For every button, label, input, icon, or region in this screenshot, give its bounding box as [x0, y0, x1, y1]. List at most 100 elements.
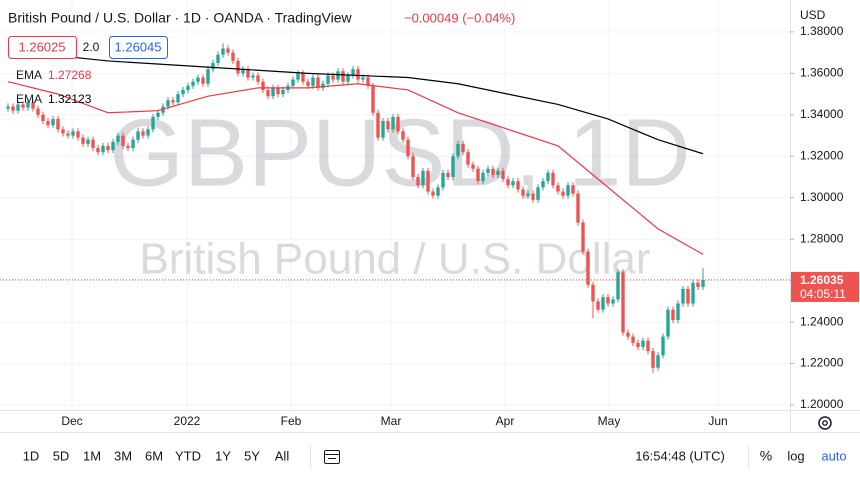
- x-tick-label: Dec: [61, 414, 82, 428]
- candle-body: [601, 297, 605, 310]
- candle-body: [561, 191, 565, 196]
- candle-body: [431, 191, 435, 196]
- candle-body: [281, 89, 285, 95]
- candle-body: [541, 181, 545, 188]
- legend-value: 1.27268: [48, 68, 92, 82]
- candle-body: [566, 185, 570, 196]
- last-price-tag: [791, 271, 859, 302]
- ask-price[interactable]: 1.26045: [115, 39, 162, 54]
- candle-body: [306, 81, 310, 86]
- candle-body: [606, 297, 610, 304]
- candle-body: [681, 288, 685, 304]
- candle-body: [446, 172, 450, 178]
- legend-value: 1.32123: [48, 92, 92, 106]
- candle-body: [371, 85, 375, 113]
- candle-body: [231, 52, 235, 61]
- auto-toggle[interactable]: auto: [821, 448, 846, 463]
- candle-body: [16, 104, 20, 111]
- candle-body: [11, 106, 15, 111]
- candle-body: [421, 170, 425, 186]
- range-button[interactable]: 5Y: [244, 448, 260, 463]
- currency[interactable]: USD: [800, 8, 826, 22]
- range-button[interactable]: YTD: [175, 448, 201, 463]
- range-button[interactable]: All: [275, 448, 290, 463]
- candle-body: [271, 87, 275, 97]
- watermark-name: British Pound / U.S. Dollar: [139, 235, 650, 284]
- candle-body: [471, 164, 475, 169]
- candle-body: [71, 131, 75, 136]
- gear-hub[interactable]: [822, 420, 828, 426]
- candle-body: [361, 77, 365, 80]
- candle-body: [386, 121, 390, 130]
- candle-body: [476, 168, 480, 182]
- x-tick-label: Mar: [381, 414, 402, 428]
- candle-body: [481, 172, 485, 182]
- range-button[interactable]: 5D: [53, 448, 70, 463]
- candle-body: [521, 189, 525, 196]
- candle-body: [221, 48, 225, 55]
- candle-body: [416, 177, 420, 186]
- candle-body: [186, 85, 190, 90]
- candle-body: [651, 351, 655, 368]
- candle-body: [621, 272, 625, 333]
- range-button[interactable]: 3M: [114, 448, 132, 463]
- candle-body: [126, 145, 130, 148]
- candle-body: [66, 133, 70, 136]
- log-toggle[interactable]: log: [787, 448, 804, 463]
- candle-body: [351, 69, 355, 76]
- range-button[interactable]: 1Y: [215, 448, 231, 463]
- gear-ring[interactable]: [818, 416, 832, 430]
- candle-body: [116, 135, 120, 142]
- range-button[interactable]: 1D: [23, 448, 40, 463]
- candle-body: [511, 181, 515, 186]
- candle-body: [46, 121, 50, 126]
- bottom-toolbar: 1D 5D 1M 3M 6M YTD 1Y 5Y All 16:54:48 (UTC)% log au…: [23, 448, 847, 464]
- candle-body: [121, 135, 125, 146]
- candle-body: [411, 156, 415, 178]
- y-tick-label: 1.30000: [800, 190, 844, 204]
- clock[interactable]: 16:54:48 (UTC): [635, 448, 725, 463]
- candle-body: [466, 152, 470, 165]
- range-button[interactable]: 1M: [83, 448, 101, 463]
- ask-box[interactable]: [109, 36, 168, 59]
- candle-body: [506, 179, 510, 186]
- candle-body: [171, 100, 175, 103]
- candle-body: [146, 129, 150, 136]
- candle-body: [256, 75, 260, 82]
- candle-body: [366, 77, 370, 86]
- candle-body: [291, 79, 295, 86]
- candle-body: [491, 168, 495, 175]
- candle-body: [31, 102, 35, 109]
- candle-body: [556, 185, 560, 192]
- candle-body: [571, 185, 575, 194]
- y-tick-label: 1.32000: [800, 148, 844, 162]
- symbol-title: British Pound / U.S. Dollar · 1D · OANDA…: [8, 10, 353, 26]
- price-change: −0.00049 (−0.04%): [404, 10, 515, 25]
- bid-price[interactable]: 1.26025: [19, 39, 66, 54]
- candle-body: [576, 193, 580, 223]
- candle-body: [226, 48, 230, 53]
- candle-body: [616, 272, 620, 300]
- grid: [0, 0, 790, 410]
- y-tick-label: 1.20000: [800, 397, 844, 411]
- percent-toggle[interactable]: %: [760, 448, 772, 464]
- calendar-frame[interactable]: [324, 450, 340, 464]
- candle-body: [546, 172, 550, 182]
- goto-date-icon[interactable]: [324, 450, 340, 464]
- legend-name: EMA: [16, 68, 42, 82]
- candle-body: [646, 340, 650, 352]
- spread: 2.0: [83, 40, 100, 54]
- candle-body: [391, 116, 395, 130]
- candle-body: [216, 54, 220, 64]
- candle-body: [451, 156, 455, 178]
- settings-icon[interactable]: [818, 416, 832, 430]
- x-tick-label: Jun: [708, 414, 727, 428]
- candle-body: [326, 75, 330, 84]
- candle-body: [406, 139, 410, 157]
- candle-body: [531, 193, 535, 200]
- candle-body: [266, 89, 270, 97]
- bid-box[interactable]: [8, 36, 77, 59]
- candle-body: [181, 89, 185, 95]
- range-button[interactable]: 6M: [145, 448, 163, 463]
- candle-body: [76, 131, 80, 138]
